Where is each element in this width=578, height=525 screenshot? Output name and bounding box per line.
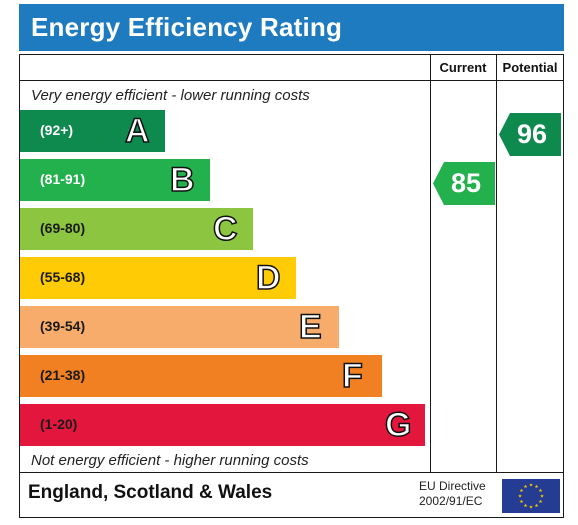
eu-flag-icon <box>502 479 560 513</box>
eu-star <box>538 488 543 493</box>
band-e: (39-54) E <box>20 306 339 348</box>
eu-star <box>529 483 533 487</box>
band-letter: E <box>298 307 322 347</box>
band-g: (1-20) G <box>20 404 425 446</box>
eu-directive-line1: EU Directive <box>419 479 486 493</box>
band-range-label: (81-91) <box>40 171 86 187</box>
band-b: (81-91) B <box>20 159 210 201</box>
eu-star <box>540 494 544 498</box>
eu-star <box>523 503 528 508</box>
band-range-label: (92+) <box>40 122 74 138</box>
eu-directive-line2: 2002/91/EC <box>419 494 483 508</box>
column-divider-potential <box>496 55 497 472</box>
rating-chart-frame: Current Potential Very energy efficient … <box>19 54 564 518</box>
footer-divider <box>20 472 563 473</box>
eu-star <box>519 488 524 493</box>
band-d: (55-68) D <box>20 257 296 299</box>
band-range-label: (21-38) <box>40 367 86 383</box>
eu-directive: EU Directive 2002/91/EC <box>419 479 486 509</box>
band-letter: B <box>169 160 195 200</box>
note-bottom: Not energy efficient - higher running co… <box>31 452 309 469</box>
band-letter: F <box>341 356 363 396</box>
page-title: Energy Efficiency Rating <box>31 12 343 42</box>
eu-flag-stars <box>518 483 544 509</box>
band-range-label: (55-68) <box>40 269 86 285</box>
eu-star <box>534 484 539 489</box>
footer-region: England, Scotland & Wales <box>28 482 273 503</box>
eu-star <box>523 484 528 489</box>
note-top: Very energy efficient - lower running co… <box>31 87 310 104</box>
band-a: (92+) A <box>20 110 165 152</box>
column-divider-current <box>430 55 431 472</box>
potential-arrow-shape <box>499 113 561 156</box>
eu-star <box>519 499 524 504</box>
eu-star <box>518 494 522 498</box>
potential-rating-arrow: 96 <box>499 113 561 156</box>
band-range-label: (39-54) <box>40 318 86 334</box>
potential-rating-value: 96 <box>517 119 548 149</box>
header-banner: Energy Efficiency Rating <box>19 4 564 51</box>
band-range-label: (69-80) <box>40 220 86 236</box>
eu-star <box>538 499 543 504</box>
eu-star <box>534 503 539 508</box>
band-letter: D <box>255 258 281 298</box>
band-f: (21-38) F <box>20 355 382 397</box>
header-divider <box>20 80 563 81</box>
band-c: (69-80) C <box>20 208 253 250</box>
eu-star <box>529 505 533 509</box>
current-rating-arrow: 85 <box>433 162 495 205</box>
band-letter: G <box>384 405 412 445</box>
band-letter: C <box>212 209 238 249</box>
current-arrow-shape <box>433 162 495 205</box>
current-rating-value: 85 <box>451 168 482 198</box>
band-range-label: (1-20) <box>40 416 78 432</box>
column-header-potential: Potential <box>502 60 558 75</box>
column-header-current: Current <box>439 60 487 75</box>
band-letter: A <box>124 111 150 151</box>
